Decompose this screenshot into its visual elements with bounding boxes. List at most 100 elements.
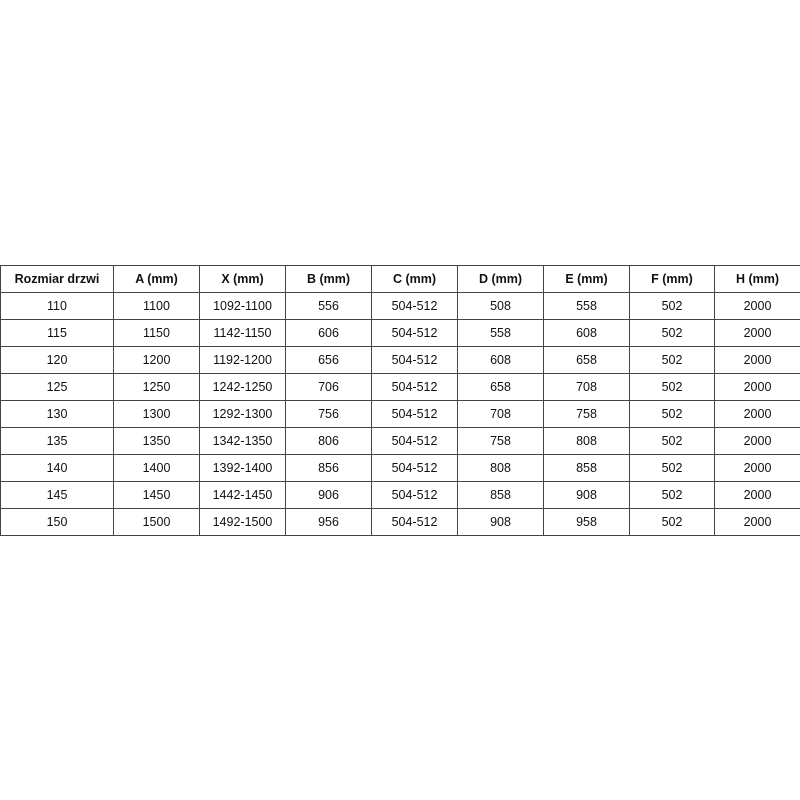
table-cell: 2000 <box>714 400 800 428</box>
table-row: 135 1350 1342-1350 806 504-512 758 808 502 2000 <box>0 427 800 455</box>
table-cell: 608 <box>543 319 630 347</box>
table-cell: 1192-1200 <box>199 346 286 374</box>
table-cell: 906 <box>285 481 372 509</box>
table-cell: 556 <box>285 292 372 320</box>
table-row: 145 1450 1442-1450 906 504-512 858 908 502 2000 <box>0 481 800 509</box>
table-cell: 1392-1400 <box>199 454 286 482</box>
table-cell: 908 <box>457 508 544 536</box>
table-cell: 502 <box>629 481 715 509</box>
table-row: 120 1200 1192-1200 656 504-512 608 658 502 2000 <box>0 346 800 374</box>
table-cell: 956 <box>285 508 372 536</box>
dimensions-table: Rozmiar drzwi A (mm) X (mm) B (mm) C (mm) D (… <box>0 265 800 536</box>
table-cell: 115 <box>0 319 114 347</box>
column-header: E (mm) <box>543 265 630 293</box>
table-cell: 608 <box>457 346 544 374</box>
table-cell: 2000 <box>714 454 800 482</box>
table-cell: 504-512 <box>371 481 458 509</box>
table-cell: 908 <box>543 481 630 509</box>
header-row: Rozmiar drzwi A (mm) X (mm) B (mm) C (mm) D (… <box>0 265 800 293</box>
table-row: 110 1100 1092-1100 556 504-512 508 558 502 2000 <box>0 292 800 320</box>
table-cell: 2000 <box>714 481 800 509</box>
table-cell: 504-512 <box>371 319 458 347</box>
table-cell: 1450 <box>113 481 200 509</box>
table-cell: 110 <box>0 292 114 320</box>
column-header: F (mm) <box>629 265 715 293</box>
table-cell: 1500 <box>113 508 200 536</box>
table-cell: 150 <box>0 508 114 536</box>
table-cell: 808 <box>543 427 630 455</box>
table-cell: 1100 <box>113 292 200 320</box>
table-cell: 1300 <box>113 400 200 428</box>
table-row: 140 1400 1392-1400 856 504-512 808 858 502 2000 <box>0 454 800 482</box>
table-cell: 1342-1350 <box>199 427 286 455</box>
table-cell: 1200 <box>113 346 200 374</box>
table-cell: 658 <box>457 373 544 401</box>
table-cell: 504-512 <box>371 454 458 482</box>
table-cell: 1442-1450 <box>199 481 286 509</box>
table-cell: 504-512 <box>371 292 458 320</box>
table-cell: 502 <box>629 319 715 347</box>
table-cell: 1142-1150 <box>199 319 286 347</box>
table-cell: 125 <box>0 373 114 401</box>
table-cell: 858 <box>457 481 544 509</box>
table-cell: 130 <box>0 400 114 428</box>
table-cell: 1400 <box>113 454 200 482</box>
table-cell: 558 <box>457 319 544 347</box>
table-cell: 120 <box>0 346 114 374</box>
table-cell: 806 <box>285 427 372 455</box>
table-cell: 958 <box>543 508 630 536</box>
table-cell: 1492-1500 <box>199 508 286 536</box>
table-cell: 708 <box>457 400 544 428</box>
table-cell: 1250 <box>113 373 200 401</box>
table-cell: 2000 <box>714 427 800 455</box>
table-cell: 502 <box>629 373 715 401</box>
table-cell: 508 <box>457 292 544 320</box>
table-row: 130 1300 1292-1300 756 504-512 708 758 502 2000 <box>0 400 800 428</box>
table-cell: 1292-1300 <box>199 400 286 428</box>
column-header: A (mm) <box>113 265 200 293</box>
table-cell: 2000 <box>714 319 800 347</box>
column-header: X (mm) <box>199 265 286 293</box>
table-cell: 706 <box>285 373 372 401</box>
table-row: 125 1250 1242-1250 706 504-512 658 708 502 2000 <box>0 373 800 401</box>
table-cell: 1350 <box>113 427 200 455</box>
table-row: 115 1150 1142-1150 606 504-512 558 608 502 2000 <box>0 319 800 347</box>
table-cell: 606 <box>285 319 372 347</box>
column-header: B (mm) <box>285 265 372 293</box>
table-cell: 756 <box>285 400 372 428</box>
table-cell: 502 <box>629 346 715 374</box>
table-cell: 504-512 <box>371 400 458 428</box>
table-cell: 502 <box>629 508 715 536</box>
table-cell: 1150 <box>113 319 200 347</box>
table-cell: 135 <box>0 427 114 455</box>
table-cell: 558 <box>543 292 630 320</box>
table-cell: 2000 <box>714 373 800 401</box>
table-cell: 504-512 <box>371 427 458 455</box>
table-cell: 140 <box>0 454 114 482</box>
table-cell: 1092-1100 <box>199 292 286 320</box>
table-cell: 758 <box>457 427 544 455</box>
table-cell: 2000 <box>714 508 800 536</box>
table-cell: 502 <box>629 427 715 455</box>
column-header: D (mm) <box>457 265 544 293</box>
table-cell: 656 <box>285 346 372 374</box>
table-cell: 758 <box>543 400 630 428</box>
column-header: H (mm) <box>714 265 800 293</box>
table-row: 150 1500 1492-1500 956 504-512 908 958 502 2000 <box>0 508 800 536</box>
table-cell: 502 <box>629 292 715 320</box>
table-cell: 708 <box>543 373 630 401</box>
table-cell: 658 <box>543 346 630 374</box>
table-cell: 858 <box>543 454 630 482</box>
table-cell: 145 <box>0 481 114 509</box>
column-header: C (mm) <box>371 265 458 293</box>
table-cell: 856 <box>285 454 372 482</box>
table-cell: 504-512 <box>371 508 458 536</box>
table-cell: 504-512 <box>371 373 458 401</box>
table-cell: 502 <box>629 400 715 428</box>
table-cell: 502 <box>629 454 715 482</box>
table-cell: 504-512 <box>371 346 458 374</box>
column-header: Rozmiar drzwi <box>0 265 114 293</box>
table-cell: 1242-1250 <box>199 373 286 401</box>
table-cell: 2000 <box>714 346 800 374</box>
table-cell: 2000 <box>714 292 800 320</box>
